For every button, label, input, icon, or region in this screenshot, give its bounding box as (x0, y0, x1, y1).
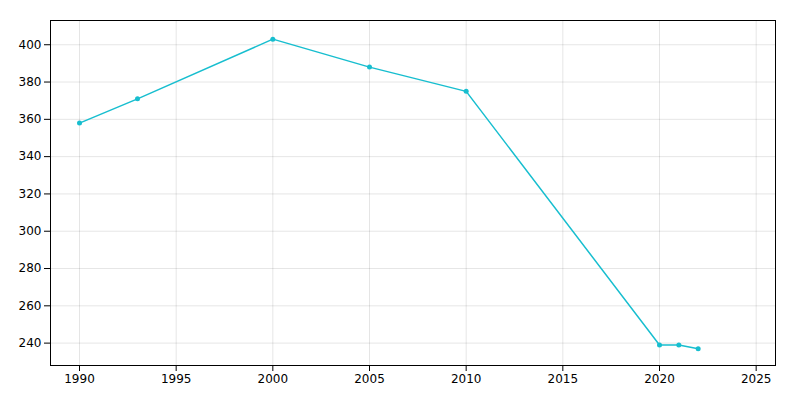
svg-text:280: 280 (19, 261, 42, 275)
svg-text:2010: 2010 (451, 372, 482, 386)
svg-text:360: 360 (19, 112, 42, 126)
svg-text:2025: 2025 (741, 372, 772, 386)
svg-text:340: 340 (19, 149, 42, 163)
svg-text:400: 400 (19, 38, 42, 52)
svg-text:1995: 1995 (161, 372, 192, 386)
svg-text:320: 320 (19, 187, 42, 201)
svg-text:380: 380 (19, 75, 42, 89)
svg-text:1990: 1990 (64, 372, 95, 386)
svg-text:240: 240 (19, 336, 42, 350)
svg-text:2015: 2015 (548, 372, 579, 386)
svg-text:2005: 2005 (354, 372, 385, 386)
svg-text:260: 260 (19, 299, 42, 313)
svg-text:2020: 2020 (644, 372, 675, 386)
svg-text:2000: 2000 (258, 372, 289, 386)
svg-text:300: 300 (19, 224, 42, 238)
